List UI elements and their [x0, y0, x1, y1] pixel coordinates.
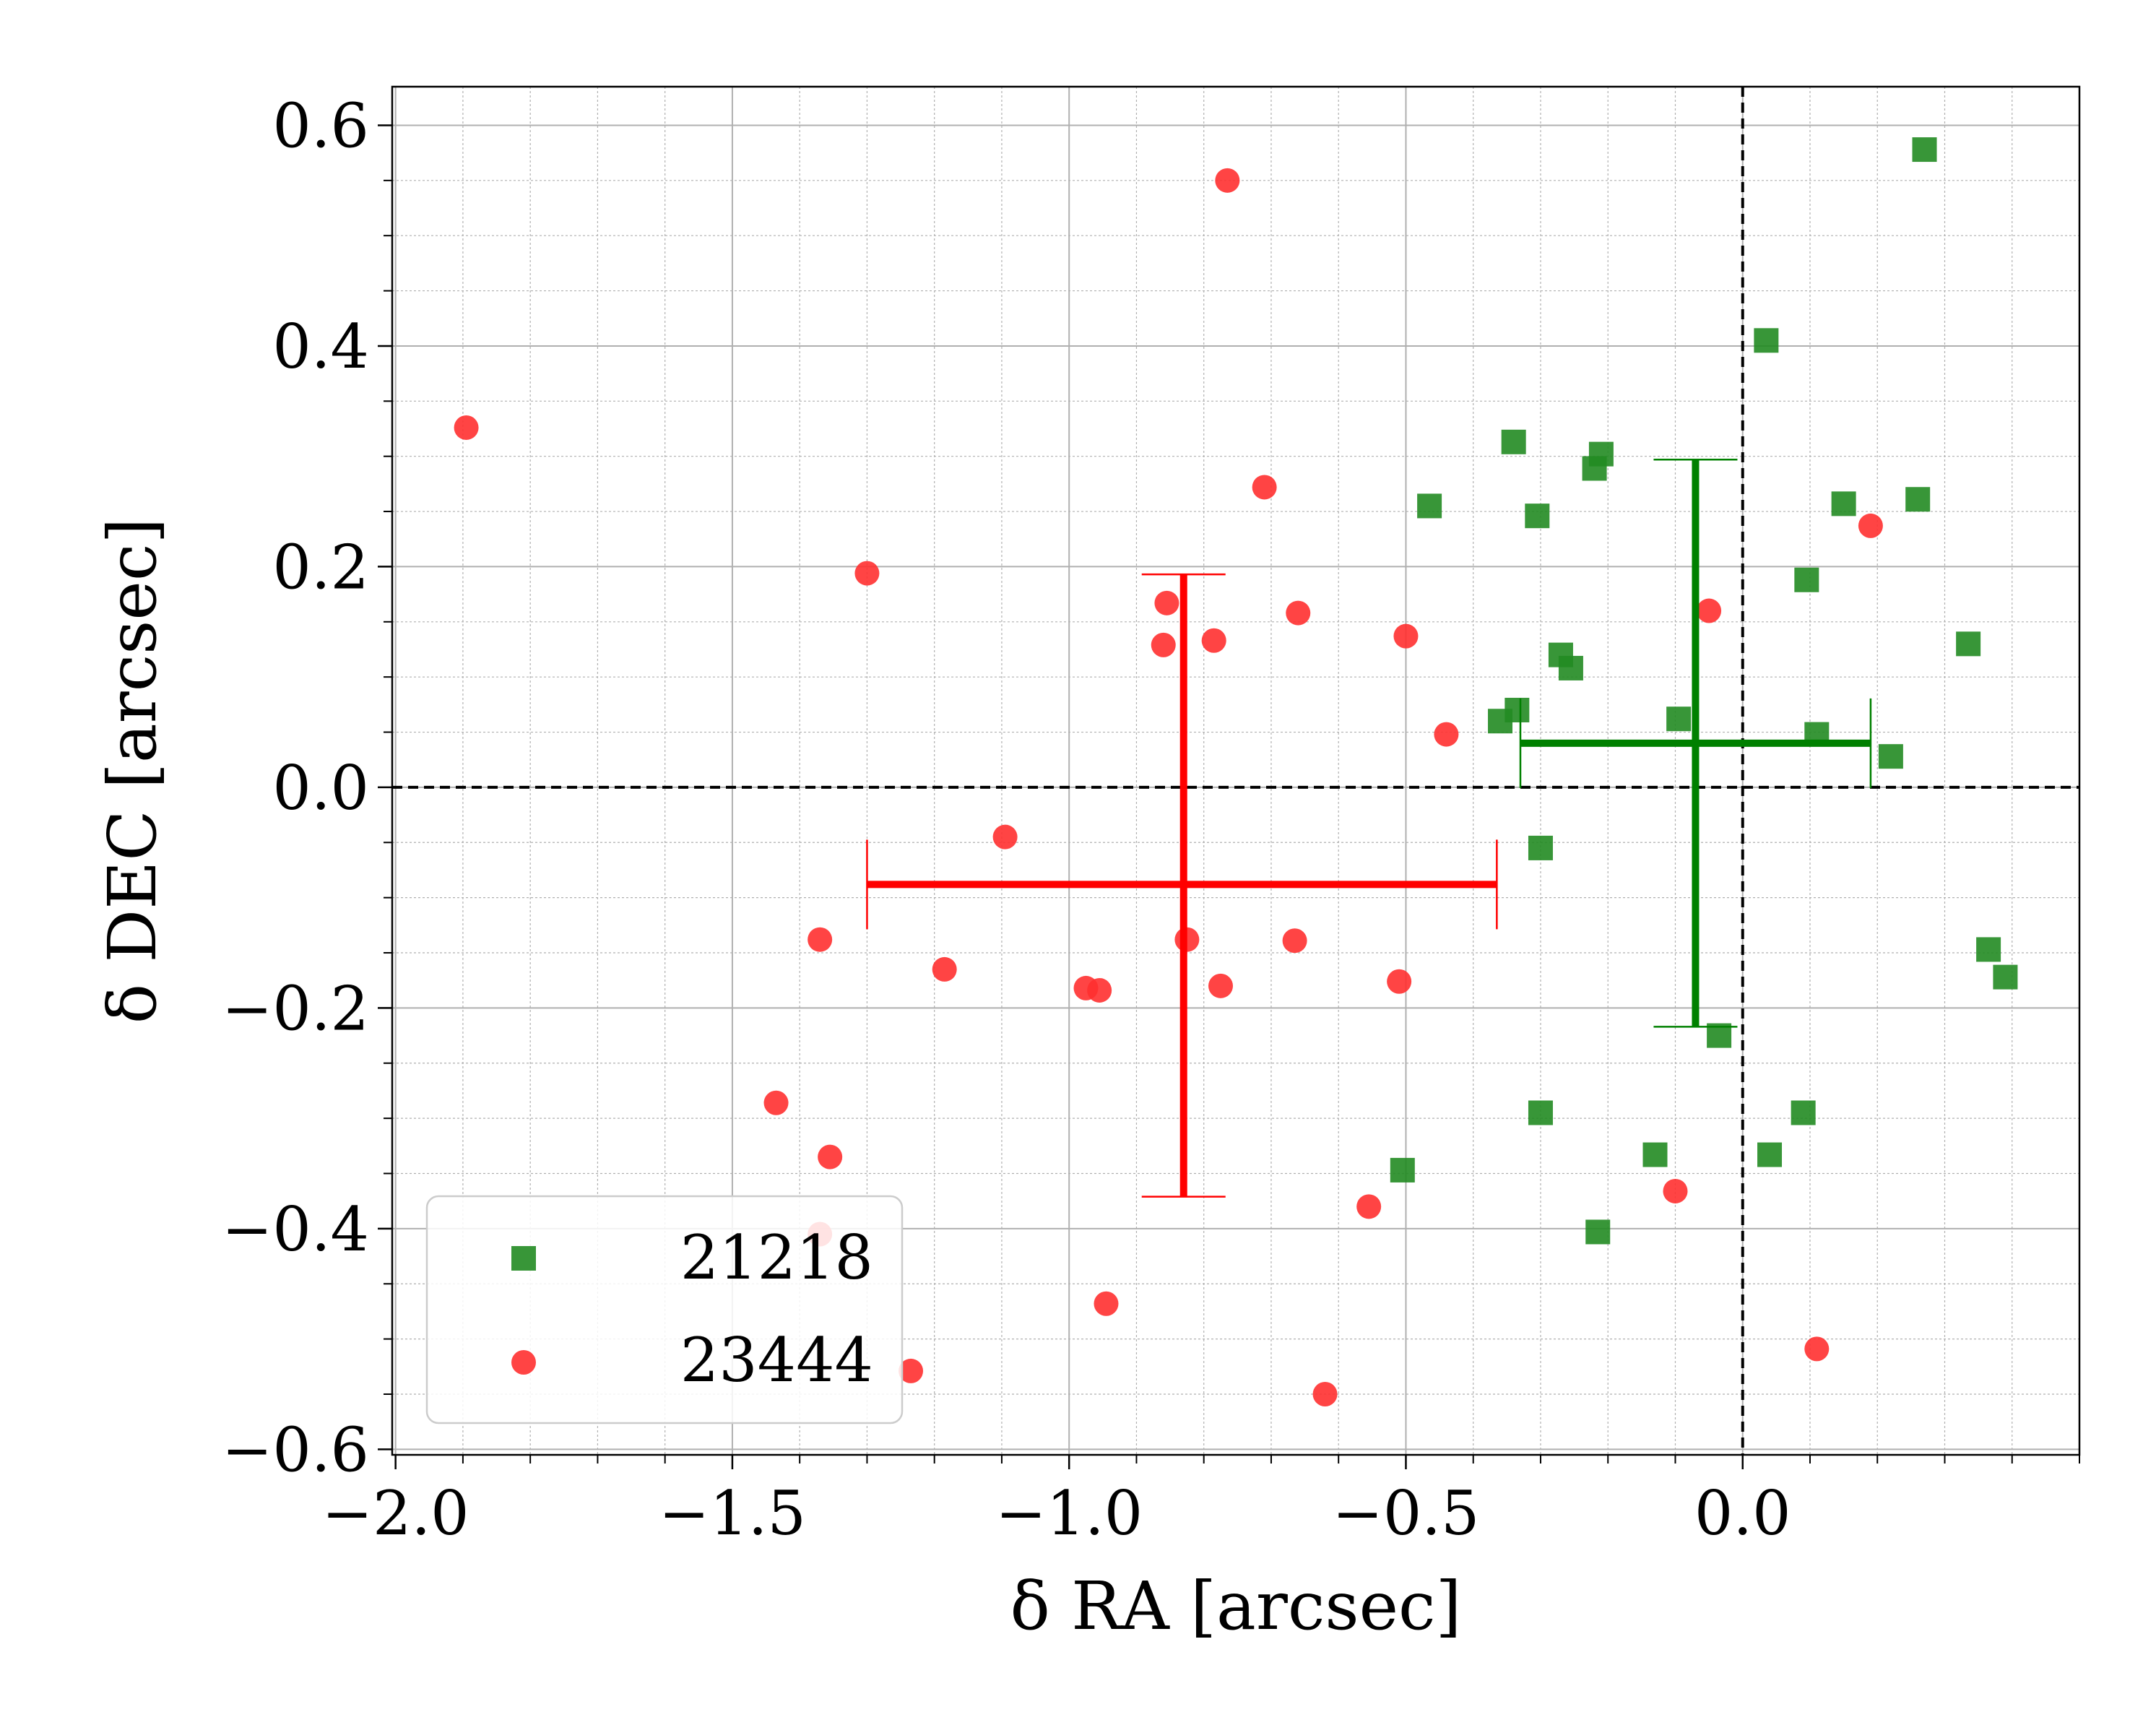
data-point-circle: [1804, 1336, 1830, 1362]
data-point-circle: [1252, 475, 1277, 500]
x-tick-label: −1.0: [995, 1478, 1143, 1549]
y-tick-label: −0.2: [222, 973, 369, 1044]
x-tick-label: 0.0: [1694, 1478, 1791, 1549]
x-tick-label: −2.0: [322, 1478, 469, 1549]
data-point-square: [1642, 1142, 1668, 1167]
data-point-square: [1791, 1100, 1816, 1125]
data-point-circle: [1087, 977, 1112, 1003]
legend-marker-square: [511, 1246, 536, 1271]
data-point-square: [1912, 137, 1937, 163]
data-point-circle: [1858, 513, 1883, 538]
y-tick-label: 0.0: [272, 753, 369, 823]
y-tick-label: −0.6: [222, 1414, 369, 1485]
data-point-circle: [992, 824, 1018, 849]
legend-box: [425, 1195, 904, 1424]
y-tick-label: 0.2: [272, 532, 369, 602]
data-point-square: [1757, 1142, 1783, 1167]
y-tick-label: 0.6: [272, 90, 369, 161]
data-point-circle: [454, 415, 479, 440]
data-point-circle: [1208, 973, 1234, 998]
data-point-circle: [1286, 600, 1311, 626]
tick-labels: −2.0 −1.5 −1.0 −0.5 0.0 −0.6 −0.4 −0.2 0.0 0.2 0.4…: [222, 90, 1791, 1549]
data-point-square: [1558, 655, 1583, 680]
data-point-square: [1390, 1157, 1415, 1183]
data-point-circle: [1387, 969, 1412, 994]
data-point-circle: [818, 1144, 843, 1170]
data-point-circle: [1201, 628, 1226, 653]
data-point-circle: [1356, 1194, 1382, 1219]
y-tick-label: −0.4: [222, 1194, 369, 1265]
data-point-square: [1754, 328, 1779, 353]
data-point-square: [1905, 487, 1931, 512]
data-markers: [454, 137, 2018, 1406]
data-point-square: [1878, 744, 1903, 769]
data-point-circle: [763, 1090, 789, 1115]
data-point-square: [1585, 1219, 1611, 1245]
data-point-circle: [1663, 1178, 1688, 1203]
data-point-square: [1525, 503, 1550, 529]
data-point-circle: [1434, 722, 1459, 747]
data-point-square: [1976, 937, 2001, 962]
data-point-circle: [1282, 928, 1307, 954]
x-tick-label: −0.5: [1332, 1478, 1479, 1549]
data-point-square: [1501, 429, 1526, 454]
data-point-square: [1582, 456, 1607, 481]
legend-marker-circle: [511, 1350, 536, 1375]
data-point-square: [1794, 567, 1819, 592]
plot-frame: [391, 85, 2081, 1456]
legend: 21218 23444: [425, 1195, 904, 1424]
data-point-square: [1488, 709, 1513, 734]
data-point-circle: [854, 561, 880, 586]
data-point-circle: [1393, 623, 1419, 649]
y-tick-label: 0.4: [272, 311, 369, 382]
data-point-circle: [1312, 1381, 1338, 1406]
data-point-square: [1666, 706, 1692, 732]
reference-lines: [392, 87, 2079, 1455]
data-point-circle: [1094, 1291, 1119, 1316]
legend-label-23444: 23444: [680, 1325, 873, 1396]
x-tick-label: −1.5: [659, 1478, 806, 1549]
data-point-circle: [1151, 632, 1176, 657]
data-point-circle: [899, 1358, 924, 1383]
data-point-square: [1417, 493, 1442, 519]
data-point-square: [1528, 835, 1553, 860]
data-point-circle: [1154, 590, 1179, 615]
data-point-square: [1528, 1100, 1553, 1125]
data-point-square: [1956, 631, 1981, 657]
legend-label-21218: 21218: [680, 1222, 873, 1293]
axis-ticks: [378, 124, 2080, 1469]
data-point-circle: [932, 956, 957, 982]
y-axis-label: δ DEC [arcsec]: [94, 518, 171, 1024]
data-point-square: [1831, 491, 1856, 516]
x-axis-label: δ RA [arcsec]: [1010, 1568, 1462, 1645]
data-point-square: [1993, 964, 2018, 990]
mean-errorbars: [866, 459, 1872, 1198]
data-point-circle: [808, 927, 833, 952]
data-point-circle: [1697, 598, 1722, 623]
data-point-circle: [1215, 168, 1240, 193]
